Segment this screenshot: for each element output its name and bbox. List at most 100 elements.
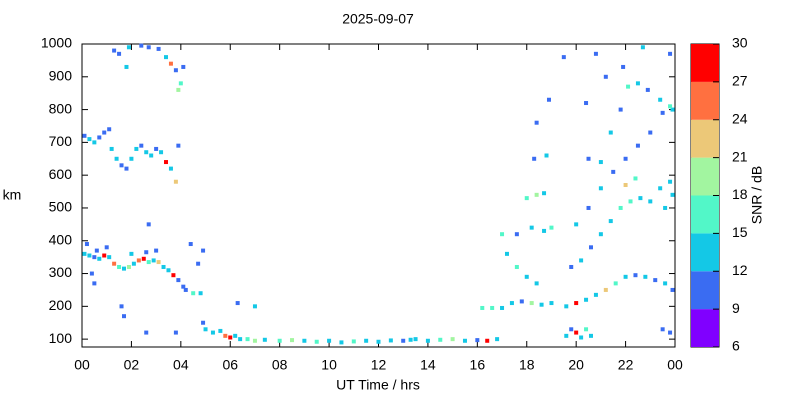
colorbar-tick-label: 27 [732,73,748,89]
data-point [245,337,250,342]
data-point [210,330,215,335]
data-point [290,338,295,343]
data-point [238,337,243,342]
data-point [114,156,119,161]
data-point [542,228,547,233]
data-point [146,260,151,265]
data-point [658,97,663,102]
colorbar-tick-label: 9 [732,300,740,316]
data-point [235,301,240,306]
data-point [524,196,529,201]
data-point [603,74,608,79]
data-point [626,84,631,89]
data-point [618,107,623,112]
data-point [178,81,183,86]
data-point [514,264,519,269]
data-point [129,251,134,256]
data-point [462,338,467,343]
data-point [124,166,129,171]
data-point [146,222,151,227]
data-point [196,261,201,266]
data-point [623,156,628,161]
data-point [139,43,144,48]
data-point [490,305,495,310]
data-point [183,287,188,292]
data-point [126,264,131,269]
x-tick-label: 14 [420,357,436,373]
y-tick-label: 100 [49,330,73,346]
colorbar-tick-label: 15 [732,224,748,240]
data-point [640,45,645,50]
data-point [203,327,208,332]
data-point [233,333,238,338]
data-point [87,137,92,142]
data-point [164,160,169,165]
x-tick-label: 02 [124,357,140,373]
data-point [104,245,109,250]
data-point [660,327,665,332]
data-point [500,305,505,310]
data-point [151,258,156,263]
x-tick-label: 00 [667,357,683,373]
data-point [112,261,117,266]
data-point [166,268,171,273]
data-point [146,45,151,50]
data-point [529,225,534,230]
x-tick-label: 04 [173,357,189,373]
data-point [648,130,653,135]
data-point [164,55,169,60]
data-point [549,301,554,306]
x-tick-label: 20 [568,357,584,373]
x-tick-label: 18 [519,357,535,373]
data-point [544,153,549,158]
data-point [327,338,332,343]
x-tick-label: 12 [371,357,387,373]
data-point [500,232,505,237]
data-point [89,271,94,276]
data-point [181,64,186,69]
data-point [277,338,282,343]
data-point [623,274,628,279]
data-point [579,258,584,263]
data-point [586,205,591,210]
data-point [668,330,673,335]
data-point [532,156,537,161]
data-point [102,253,107,258]
data-point [618,205,623,210]
data-point [124,64,129,69]
data-point [191,291,196,296]
data-point [586,156,591,161]
chart-title: 2025-09-07 [342,11,414,27]
data-point [588,245,593,250]
data-point [633,176,638,181]
data-point [638,196,643,201]
data-point [635,81,640,86]
data-point [611,169,616,174]
data-point [485,338,490,343]
data-point [154,146,159,151]
data-point [519,299,524,304]
data-point [475,338,480,343]
data-point [401,338,406,343]
data-point [645,87,650,92]
colorbar-tick-label: 18 [732,186,748,202]
data-point [302,338,307,343]
data-point [628,199,633,204]
data-point [376,339,381,344]
data-point [635,143,640,148]
data-point [228,335,233,340]
data-point [117,264,122,269]
data-point [438,337,443,342]
y-tick-label: 900 [49,67,73,83]
data-point [149,153,154,158]
data-point [112,48,117,53]
x-tick-label: 10 [321,357,337,373]
data-point [593,292,598,297]
data-point [623,183,628,188]
data-point [480,305,485,310]
colorbar-tick-label: 30 [732,35,748,51]
y-tick-label: 500 [49,199,73,215]
data-point [608,130,613,135]
colorbar-segment [691,119,719,158]
